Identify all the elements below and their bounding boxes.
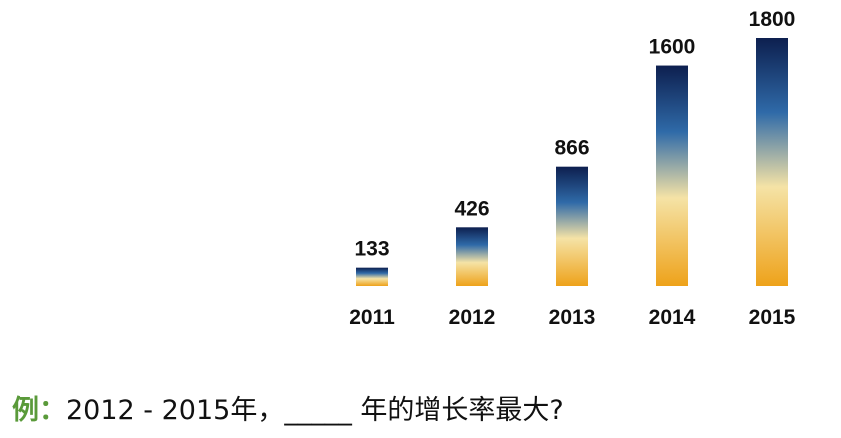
question-label: 例： — [12, 395, 66, 426]
x-tick-label: 2012 — [449, 306, 496, 329]
bar — [556, 166, 588, 286]
bar — [456, 227, 488, 286]
value-label: 133 — [354, 238, 389, 261]
x-tick-label: 2013 — [549, 306, 596, 329]
bar — [356, 267, 388, 286]
x-tick-label: 2011 — [349, 306, 395, 329]
bar — [656, 65, 688, 286]
chart: 133 2011 426 2012 866 2013 1600 2014 1800 2015 — [349, 8, 796, 329]
value-label: 1800 — [749, 8, 796, 31]
bar — [756, 38, 788, 286]
value-label: 1600 — [649, 36, 696, 59]
value-label: 426 — [454, 197, 489, 220]
question: 例：2012 - 2015年，_____ 年的增长率最大? — [12, 388, 564, 427]
x-tick-label: 2014 — [649, 306, 696, 329]
value-label: 866 — [554, 137, 589, 160]
x-tick-label: 2015 — [749, 306, 796, 329]
question-text: 2012 - 2015年，_____ 年的增长率最大? — [66, 395, 564, 426]
